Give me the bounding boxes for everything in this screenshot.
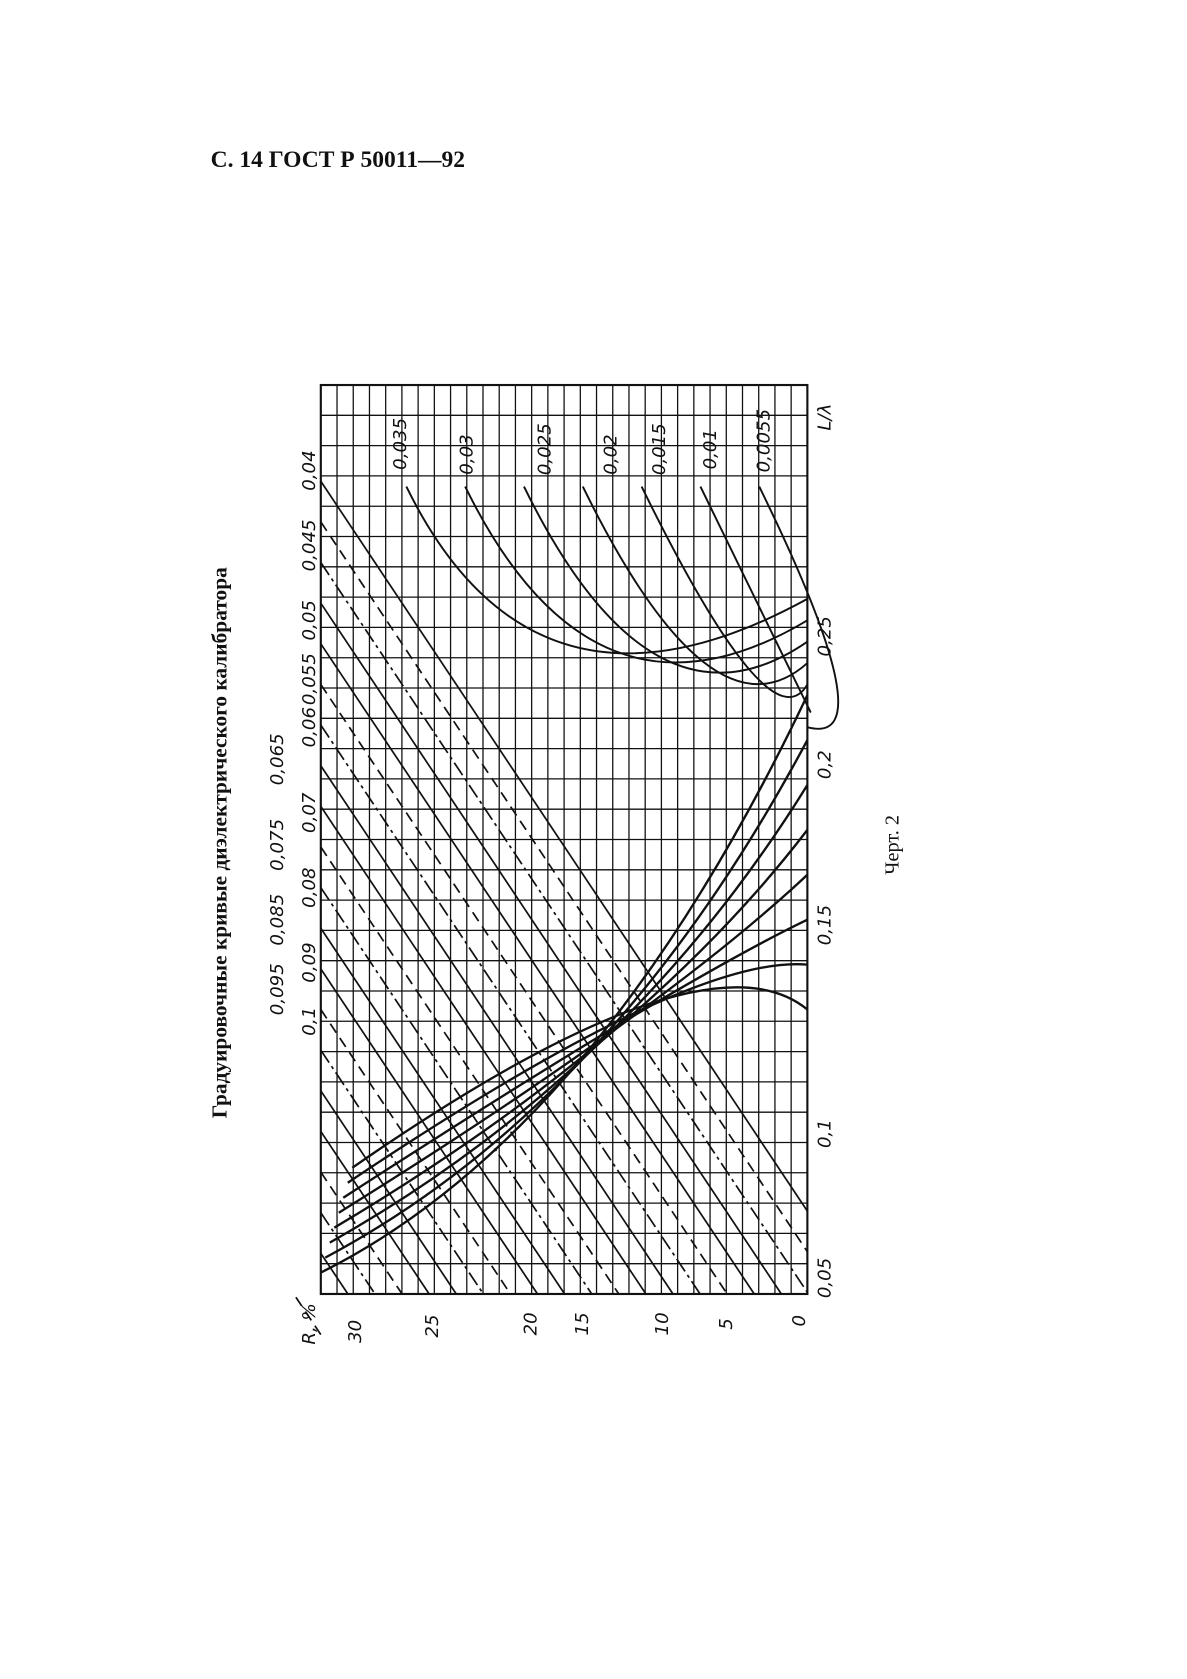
- axis-label: 30: [345, 1320, 366, 1343]
- axis-label: 0,15: [815, 905, 836, 945]
- diagonal-curve: [320, 521, 809, 1253]
- axis-label: 0,05: [815, 1258, 836, 1298]
- parameter-curve: [581, 486, 809, 686]
- diagonal-curve: [320, 1212, 376, 1295]
- figure-title: Градуировочные кривые диэлектрического к…: [208, 567, 232, 1118]
- axis-label: 0,1: [299, 1007, 320, 1036]
- parameter-curve: [464, 486, 808, 664]
- diagonal-curve: [320, 1130, 430, 1295]
- diagonal-curve: [320, 480, 809, 1212]
- diagonal-curve: [320, 968, 539, 1295]
- axis-label: 0,07: [299, 792, 320, 833]
- hyperbolic-curve: [347, 962, 808, 1184]
- axis-label: 20: [520, 1312, 541, 1335]
- axis-label: 0,085: [267, 894, 288, 946]
- axis-label: R, %: [299, 1303, 320, 1344]
- axis-label: 0,0055: [754, 409, 775, 473]
- chart-grid: [319, 383, 809, 1296]
- axis-label: 0: [789, 1315, 810, 1327]
- hyperbolic-curve: [324, 739, 809, 1259]
- axis-label: 0,01: [700, 429, 721, 469]
- axis-label: 0,08: [299, 867, 320, 907]
- axis-label: 5: [716, 1318, 737, 1330]
- diagonal-curve: [320, 805, 647, 1295]
- diagonal-curve: [320, 846, 620, 1295]
- axis-label: 0,075: [267, 819, 288, 871]
- axis-label: 0,03: [456, 434, 477, 474]
- diagonal-curve: [320, 602, 783, 1295]
- figure-caption: Черт. 2: [881, 815, 903, 875]
- parameter-curve: [523, 486, 808, 674]
- axis-label: 0,2: [815, 750, 836, 779]
- axis-label: L/λ: [815, 404, 836, 431]
- hyperbolic-curve: [338, 873, 809, 1214]
- diagonal-curve: [320, 643, 755, 1295]
- diagonal-curve: [320, 1009, 512, 1295]
- axis-label: 0,25: [815, 616, 836, 656]
- axis-label: 0,015: [649, 423, 670, 475]
- axis-label: 0,095: [267, 963, 288, 1015]
- diagonal-curve: [320, 562, 809, 1293]
- diagonal-curve: [320, 765, 674, 1295]
- diagonal-curve: [293, 1293, 322, 1336]
- diagonal-curve: [320, 1090, 457, 1295]
- page-header: С. 14 ГОСТ Р 50011—92: [211, 147, 465, 173]
- axis-label: 0,09: [299, 942, 320, 982]
- hyperbolic-curve: [342, 918, 808, 1199]
- diagonal-curve: [320, 887, 593, 1295]
- hyperbolic-curve: [351, 986, 809, 1169]
- axis-label: 0,02: [601, 434, 622, 474]
- diagonal-curve: [320, 927, 566, 1295]
- axis-label: 0,06: [299, 707, 320, 747]
- diagonal-curve: [320, 1252, 349, 1295]
- chart-labels: 0,040,0450,050,0550,060,0650,070,0750,08…: [267, 404, 836, 1345]
- axis-label: 0,055: [299, 653, 320, 705]
- axis-label: 0,035: [390, 418, 411, 470]
- axis-label: 0,04: [299, 450, 320, 490]
- axis-label: 0,065: [267, 733, 288, 785]
- diagonal-curve: [320, 724, 701, 1295]
- parameter-curve: [640, 486, 809, 698]
- axis-label: 0,05: [299, 600, 320, 640]
- axis-label: 10: [652, 1312, 673, 1335]
- chart-curves: [293, 480, 840, 1336]
- diagonal-curve: [320, 683, 728, 1295]
- axis-label: 0,025: [534, 423, 555, 475]
- axis-label: 0,045: [299, 519, 320, 571]
- diagonal-curve: [320, 1171, 403, 1295]
- parameter-curve: [758, 486, 840, 730]
- axis-label: 25: [422, 1315, 443, 1338]
- parameter-curve: [699, 486, 812, 713]
- axis-label: 0,1: [815, 1119, 836, 1148]
- axis-label: 15: [572, 1312, 593, 1335]
- parameter-curve: [405, 486, 808, 655]
